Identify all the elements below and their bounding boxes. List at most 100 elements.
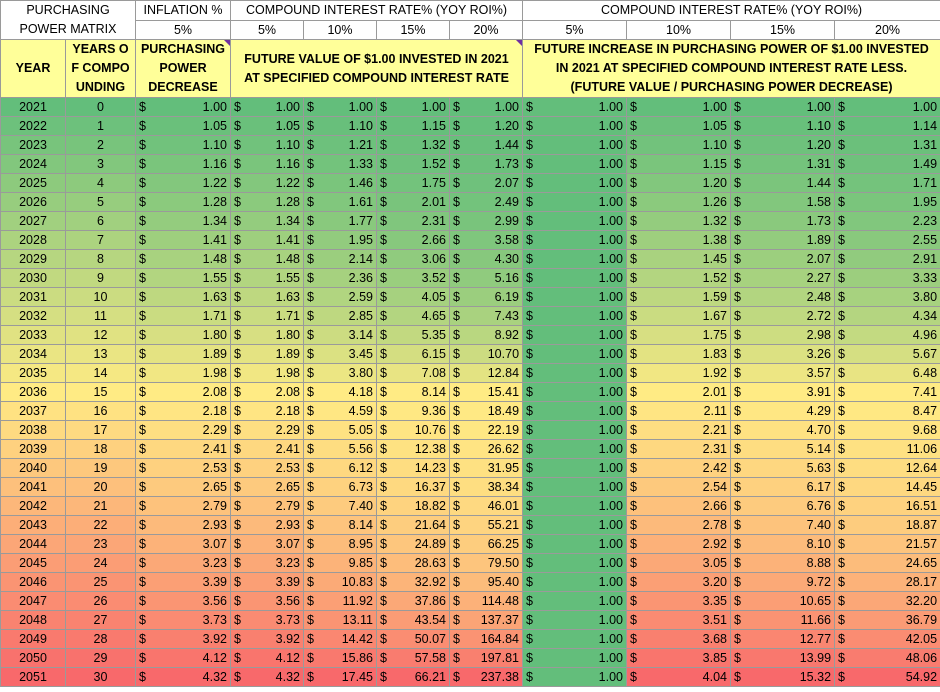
future-value-cell[interactable]: $4.32: [230, 667, 304, 687]
future-value-cell[interactable]: $2.14: [303, 249, 377, 269]
future-increase-cell[interactable]: $5.63: [730, 458, 836, 478]
fi-rate-5[interactable]: 5%: [522, 19, 628, 40]
future-increase-cell[interactable]: $2.48: [730, 287, 836, 307]
future-value-cell[interactable]: $3.39: [230, 572, 304, 592]
future-increase-cell[interactable]: $3.91: [730, 382, 836, 402]
years-compounding-cell[interactable]: 25: [65, 572, 136, 592]
future-increase-cell[interactable]: $4.70: [730, 420, 836, 440]
future-value-cell[interactable]: $21.64: [376, 515, 450, 535]
future-increase-cell[interactable]: $1.00: [522, 325, 628, 345]
future-increase-cell[interactable]: $5.14: [730, 439, 836, 459]
future-value-cell[interactable]: $8.92: [448, 325, 524, 345]
future-value-cell[interactable]: $137.37: [448, 610, 524, 630]
purchasing-power-cell[interactable]: $1.00: [135, 97, 231, 117]
year-cell[interactable]: 2047: [0, 591, 66, 611]
future-value-cell[interactable]: $1.34: [230, 211, 304, 231]
years-compounding-cell[interactable]: 27: [65, 610, 136, 630]
future-increase-cell[interactable]: $1.45: [626, 249, 732, 269]
future-value-cell[interactable]: $114.48: [448, 591, 524, 611]
year-cell[interactable]: 2041: [0, 477, 66, 497]
year-cell[interactable]: 2036: [0, 382, 66, 402]
future-increase-cell[interactable]: $2.66: [626, 496, 732, 516]
future-value-cell[interactable]: $13.11: [303, 610, 377, 630]
future-value-cell[interactable]: $1.75: [376, 173, 450, 193]
future-value-cell[interactable]: $1.61: [303, 192, 377, 212]
future-value-cell[interactable]: $12.38: [376, 439, 450, 459]
future-value-cell[interactable]: $2.93: [230, 515, 304, 535]
purchasing-power-cell[interactable]: $1.10: [135, 135, 231, 155]
future-value-cell[interactable]: $7.08: [376, 363, 450, 383]
future-increase-cell[interactable]: $1.10: [730, 116, 836, 136]
future-increase-cell[interactable]: $8.10: [730, 534, 836, 554]
future-value-cell[interactable]: $6.73: [303, 477, 377, 497]
future-increase-cell[interactable]: $1.00: [522, 116, 628, 136]
future-value-cell[interactable]: $1.21: [303, 135, 377, 155]
future-increase-cell[interactable]: $21.57: [834, 534, 940, 554]
years-compounding-cell[interactable]: 19: [65, 458, 136, 478]
years-compounding-cell[interactable]: 29: [65, 648, 136, 668]
purchasing-power-cell[interactable]: $1.41: [135, 230, 231, 250]
future-value-cell[interactable]: $22.19: [448, 420, 524, 440]
future-value-cell[interactable]: $2.07: [448, 173, 524, 193]
future-value-cell[interactable]: $1.95: [303, 230, 377, 250]
years-compounding-cell[interactable]: 30: [65, 667, 136, 687]
future-increase-cell[interactable]: $1.00: [522, 420, 628, 440]
future-increase-cell[interactable]: $2.01: [626, 382, 732, 402]
years-compounding-cell[interactable]: 23: [65, 534, 136, 554]
future-value-cell[interactable]: $3.52: [376, 268, 450, 288]
years-compounding-cell[interactable]: 22: [65, 515, 136, 535]
future-value-cell[interactable]: $2.59: [303, 287, 377, 307]
future-increase-cell[interactable]: $3.33: [834, 268, 940, 288]
future-value-cell[interactable]: $16.37: [376, 477, 450, 497]
future-increase-cell[interactable]: $2.11: [626, 401, 732, 421]
future-value-cell[interactable]: $1.00: [376, 97, 450, 117]
future-value-cell[interactable]: $1.33: [303, 154, 377, 174]
future-increase-cell[interactable]: $3.26: [730, 344, 836, 364]
future-value-cell[interactable]: $11.92: [303, 591, 377, 611]
year-cell[interactable]: 2048: [0, 610, 66, 630]
purchasing-power-cell[interactable]: $1.22: [135, 173, 231, 193]
year-cell[interactable]: 2027: [0, 211, 66, 231]
future-value-cell[interactable]: $5.05: [303, 420, 377, 440]
future-increase-cell[interactable]: $1.67: [626, 306, 732, 326]
future-value-cell[interactable]: $24.89: [376, 534, 450, 554]
years-compounding-cell[interactable]: 2: [65, 135, 136, 155]
purchasing-power-cell[interactable]: $1.55: [135, 268, 231, 288]
future-value-cell[interactable]: $1.15: [376, 116, 450, 136]
future-increase-cell[interactable]: $8.47: [834, 401, 940, 421]
future-value-cell[interactable]: $1.28: [230, 192, 304, 212]
future-increase-cell[interactable]: $8.88: [730, 553, 836, 573]
future-increase-cell[interactable]: $10.65: [730, 591, 836, 611]
future-increase-cell[interactable]: $6.76: [730, 496, 836, 516]
future-value-cell[interactable]: $32.92: [376, 572, 450, 592]
purchasing-power-cell[interactable]: $2.93: [135, 515, 231, 535]
future-value-cell[interactable]: $2.29: [230, 420, 304, 440]
year-cell[interactable]: 2024: [0, 154, 66, 174]
year-cell[interactable]: 2044: [0, 534, 66, 554]
years-compounding-cell[interactable]: 16: [65, 401, 136, 421]
fv-rate-15[interactable]: 15%: [376, 19, 450, 40]
future-increase-cell[interactable]: $2.07: [730, 249, 836, 269]
future-increase-cell[interactable]: $1.83: [626, 344, 732, 364]
future-value-cell[interactable]: $4.65: [376, 306, 450, 326]
future-increase-cell[interactable]: $1.31: [834, 135, 940, 155]
future-increase-cell[interactable]: $4.34: [834, 306, 940, 326]
future-value-cell[interactable]: $1.63: [230, 287, 304, 307]
future-value-cell[interactable]: $2.36: [303, 268, 377, 288]
years-compounding-cell[interactable]: 11: [65, 306, 136, 326]
future-value-cell[interactable]: $31.95: [448, 458, 524, 478]
years-compounding-cell[interactable]: 5: [65, 192, 136, 212]
future-increase-cell[interactable]: $1.00: [522, 97, 628, 117]
future-value-cell[interactable]: $1.41: [230, 230, 304, 250]
purchasing-power-cell[interactable]: $3.07: [135, 534, 231, 554]
future-increase-cell[interactable]: $32.20: [834, 591, 940, 611]
future-value-cell[interactable]: $17.45: [303, 667, 377, 687]
future-increase-cell[interactable]: $1.00: [522, 648, 628, 668]
future-increase-cell[interactable]: $1.00: [522, 572, 628, 592]
future-increase-cell[interactable]: $1.00: [522, 553, 628, 573]
purchasing-power-cell[interactable]: $2.79: [135, 496, 231, 516]
compound-rate-header-1[interactable]: COMPOUND INTEREST RATE% (YOY ROI%): [229, 0, 524, 21]
year-cell[interactable]: 2043: [0, 515, 66, 535]
future-increase-cell[interactable]: $3.80: [834, 287, 940, 307]
future-increase-cell[interactable]: $2.92: [626, 534, 732, 554]
